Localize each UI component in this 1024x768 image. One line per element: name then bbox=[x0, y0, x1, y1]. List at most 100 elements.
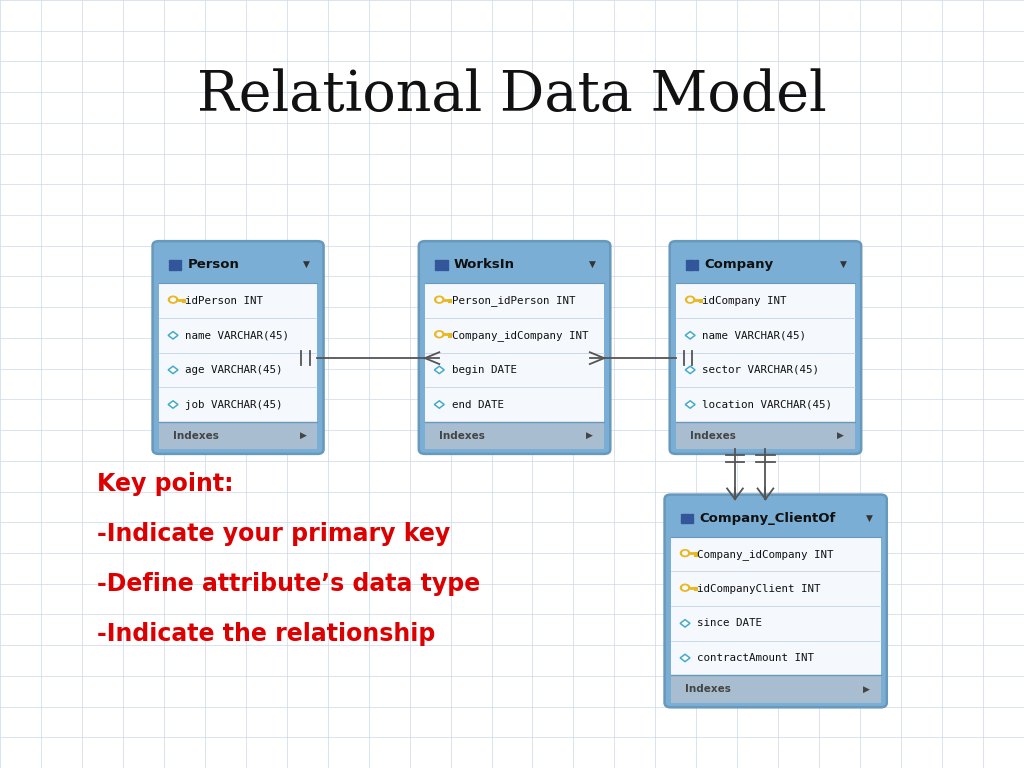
Text: Indexes: Indexes bbox=[690, 431, 736, 441]
Text: Company: Company bbox=[705, 258, 774, 271]
Bar bbox=[681, 514, 684, 516]
Bar bbox=[169, 260, 172, 263]
FancyBboxPatch shape bbox=[670, 241, 861, 454]
Polygon shape bbox=[168, 401, 178, 409]
Bar bbox=[685, 514, 689, 516]
Bar bbox=[178, 260, 181, 263]
Bar bbox=[444, 260, 447, 263]
Bar bbox=[173, 266, 177, 270]
Text: Indexes: Indexes bbox=[173, 431, 219, 441]
Bar bbox=[425, 422, 604, 449]
Text: ▼: ▼ bbox=[841, 260, 847, 269]
Polygon shape bbox=[685, 332, 695, 339]
Bar bbox=[690, 263, 694, 266]
Bar bbox=[686, 266, 690, 270]
Circle shape bbox=[434, 331, 444, 338]
Polygon shape bbox=[168, 332, 178, 339]
Text: -Indicate the relationship: -Indicate the relationship bbox=[97, 621, 435, 646]
FancyBboxPatch shape bbox=[153, 241, 324, 454]
Text: Company_idCompany INT: Company_idCompany INT bbox=[697, 548, 834, 560]
Text: ▼: ▼ bbox=[590, 260, 596, 269]
Bar bbox=[439, 266, 443, 270]
Bar bbox=[178, 263, 181, 266]
Circle shape bbox=[683, 551, 687, 554]
Bar bbox=[690, 260, 694, 263]
Text: ▶: ▶ bbox=[300, 431, 306, 440]
Bar bbox=[681, 520, 684, 523]
Text: ▼: ▼ bbox=[303, 260, 309, 269]
Text: name VARCHAR(45): name VARCHAR(45) bbox=[185, 330, 290, 340]
Bar bbox=[173, 260, 177, 263]
Bar bbox=[444, 263, 447, 266]
Circle shape bbox=[681, 550, 690, 557]
Text: Person: Person bbox=[187, 258, 240, 271]
Polygon shape bbox=[168, 366, 178, 373]
Circle shape bbox=[683, 586, 687, 590]
Text: sector VARCHAR(45): sector VARCHAR(45) bbox=[702, 365, 819, 375]
Text: Indexes: Indexes bbox=[685, 684, 731, 694]
Text: idCompanyClient INT: idCompanyClient INT bbox=[697, 584, 821, 594]
Text: Relational Data Model: Relational Data Model bbox=[198, 68, 826, 124]
Bar bbox=[686, 263, 690, 266]
Bar bbox=[690, 514, 693, 516]
Text: age VARCHAR(45): age VARCHAR(45) bbox=[185, 365, 283, 375]
Bar bbox=[159, 283, 317, 422]
Polygon shape bbox=[680, 620, 690, 627]
Text: ▶: ▶ bbox=[838, 431, 844, 440]
Bar bbox=[435, 266, 438, 270]
Bar bbox=[685, 520, 689, 523]
Bar bbox=[169, 266, 172, 270]
Text: Indexes: Indexes bbox=[439, 431, 485, 441]
Circle shape bbox=[434, 296, 444, 303]
Circle shape bbox=[686, 296, 694, 303]
Circle shape bbox=[171, 298, 175, 301]
Bar bbox=[676, 283, 855, 422]
Circle shape bbox=[168, 296, 178, 303]
Text: since DATE: since DATE bbox=[697, 618, 762, 628]
Text: Person_idPerson INT: Person_idPerson INT bbox=[452, 295, 575, 306]
Text: WorksIn: WorksIn bbox=[454, 258, 515, 271]
Text: Key point:: Key point: bbox=[97, 472, 233, 496]
Text: idPerson INT: idPerson INT bbox=[185, 296, 263, 306]
Bar bbox=[690, 517, 693, 520]
Polygon shape bbox=[434, 401, 444, 409]
Text: Company_ClientOf: Company_ClientOf bbox=[699, 511, 836, 525]
FancyBboxPatch shape bbox=[419, 241, 610, 454]
Text: job VARCHAR(45): job VARCHAR(45) bbox=[185, 399, 283, 409]
Bar bbox=[439, 263, 443, 266]
Circle shape bbox=[688, 298, 692, 301]
Bar bbox=[439, 260, 443, 263]
Text: ▶: ▶ bbox=[587, 431, 593, 440]
Text: -Define attribute’s data type: -Define attribute’s data type bbox=[97, 571, 480, 596]
FancyBboxPatch shape bbox=[665, 495, 887, 707]
Text: name VARCHAR(45): name VARCHAR(45) bbox=[702, 330, 807, 340]
Bar bbox=[676, 422, 855, 449]
Bar bbox=[690, 266, 694, 270]
Bar bbox=[681, 517, 684, 520]
Circle shape bbox=[437, 333, 441, 336]
Text: contractAmount INT: contractAmount INT bbox=[697, 653, 814, 663]
Bar bbox=[686, 260, 690, 263]
Polygon shape bbox=[685, 366, 695, 373]
Bar bbox=[685, 517, 689, 520]
Polygon shape bbox=[434, 366, 444, 373]
Bar bbox=[425, 283, 604, 422]
Text: idCompany INT: idCompany INT bbox=[702, 296, 787, 306]
Bar bbox=[173, 263, 177, 266]
Circle shape bbox=[437, 298, 441, 301]
Text: ▶: ▶ bbox=[863, 684, 869, 694]
Polygon shape bbox=[685, 401, 695, 409]
Bar bbox=[169, 263, 172, 266]
Text: ▼: ▼ bbox=[866, 514, 872, 522]
Bar bbox=[695, 260, 698, 263]
Bar bbox=[159, 422, 317, 449]
Bar bbox=[671, 675, 881, 703]
Text: -Indicate your primary key: -Indicate your primary key bbox=[97, 521, 451, 546]
Bar bbox=[695, 266, 698, 270]
Bar bbox=[690, 520, 693, 523]
Polygon shape bbox=[680, 654, 690, 661]
Text: end DATE: end DATE bbox=[452, 399, 504, 409]
Bar bbox=[435, 263, 438, 266]
Bar bbox=[444, 266, 447, 270]
Bar bbox=[178, 266, 181, 270]
